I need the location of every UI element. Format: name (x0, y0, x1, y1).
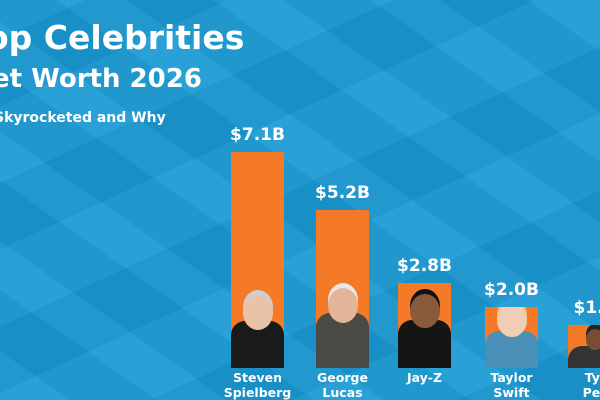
celebrity-photo (485, 307, 538, 368)
category-label-line: Taylor (490, 370, 533, 385)
category-label-line: Jay-Z (406, 370, 443, 385)
category-label-line: Tyl (584, 370, 600, 385)
value-label: $2.8B (397, 255, 452, 276)
celebrity-photo (316, 268, 369, 368)
value-label: $2.0B (484, 280, 539, 301)
category-label-line: Lucas (322, 385, 363, 400)
category-label-line: Steven (233, 370, 282, 385)
value-label: $5.2B (315, 182, 370, 203)
category-label-line: Per (582, 385, 600, 400)
celebrity-photo (398, 283, 451, 368)
subtitle: Skyrocketed and Why (0, 110, 166, 126)
bar-taylor-swift (485, 307, 538, 368)
celebrity-photo (568, 328, 600, 368)
value-label: $1.4 (573, 298, 600, 319)
bar-george-lucas (316, 209, 369, 368)
category-label-line: Swift (493, 385, 530, 400)
value-label: $7.1B (230, 125, 285, 146)
celebrity-photo (231, 283, 284, 368)
category-label-line: Spielberg (223, 385, 292, 400)
bar-steven-spielberg (231, 152, 284, 368)
category-label: TylPer (550, 370, 600, 400)
page-title-line2: et Worth 2026 (0, 64, 202, 94)
category-label: George Lucas (298, 370, 388, 400)
bar-jay-z (398, 282, 451, 368)
bar-tyler-perry (568, 325, 600, 368)
category-label: Steven Spielberg (213, 370, 303, 400)
category-label-line: George (317, 370, 368, 385)
category-label: Jay-Z (380, 370, 470, 385)
page-title: op Celebrities (0, 18, 245, 57)
category-label: Taylor Swift (467, 370, 557, 400)
